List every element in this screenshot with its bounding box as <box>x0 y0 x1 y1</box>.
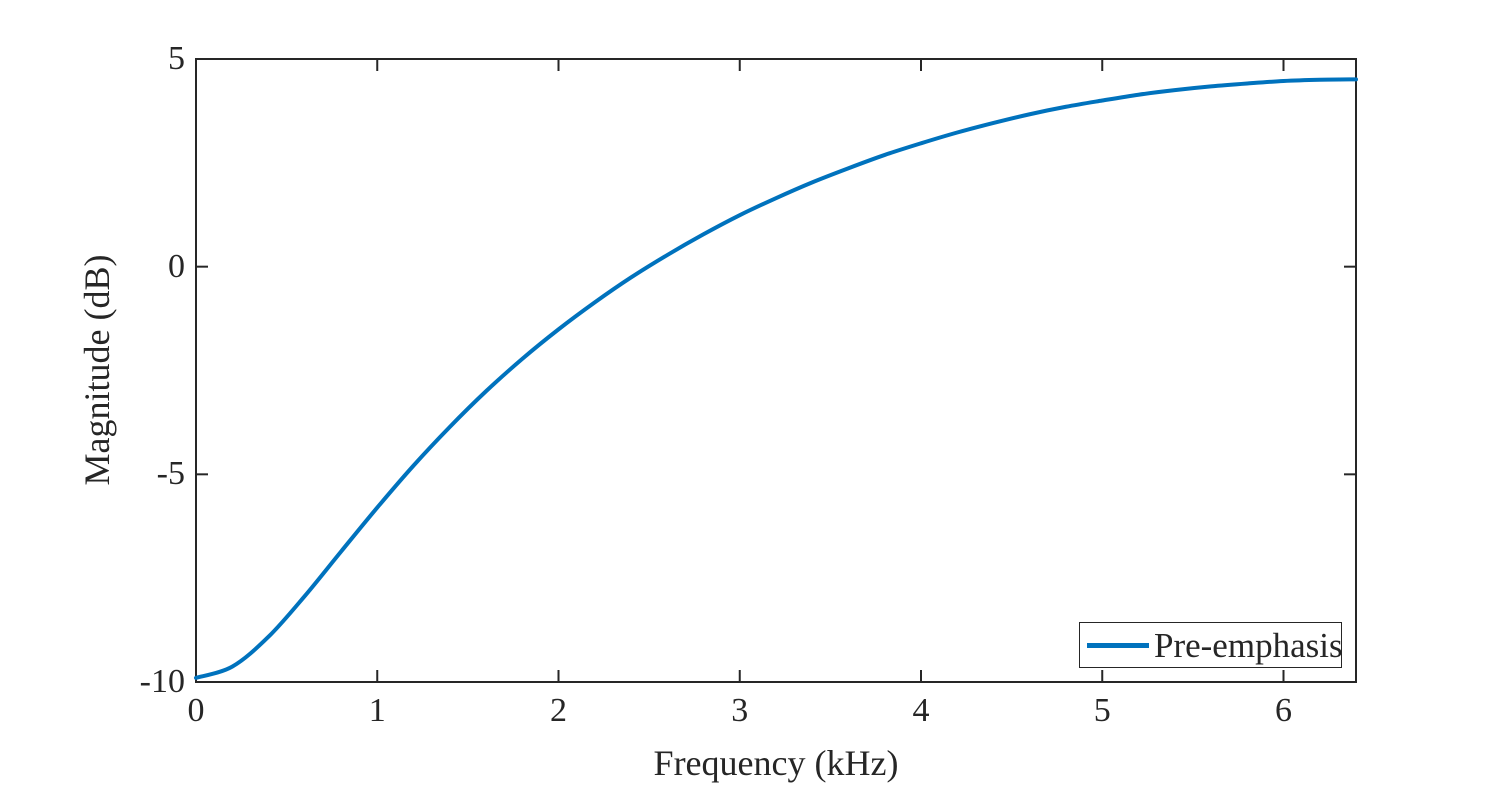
x-tick-label: 4 <box>912 692 930 729</box>
x-tick-label: 3 <box>731 692 749 729</box>
legend-line-sample <box>1087 642 1149 648</box>
y-axis-label: Magnitude (dB) <box>77 254 117 486</box>
y-tick-label: -5 <box>156 455 185 493</box>
x-tick-label: 5 <box>1093 692 1111 729</box>
pre-emphasis-curve <box>194 77 1358 680</box>
x-axis-label: Frequency (kHz) <box>653 743 899 783</box>
x-tick-label: 0 <box>187 692 205 729</box>
legend-label: Pre-emphasis <box>1154 625 1343 665</box>
x-tick-label: 6 <box>1275 692 1292 729</box>
legend: Pre-emphasis <box>1079 622 1343 668</box>
y-tick-label: -10 <box>139 663 185 700</box>
y-tick-label: 5 <box>168 40 185 77</box>
x-tick-label: 2 <box>550 692 567 729</box>
axes-box <box>195 58 1357 683</box>
y-tick-label: 0 <box>168 247 185 285</box>
x-tick-label: 1 <box>368 692 386 729</box>
